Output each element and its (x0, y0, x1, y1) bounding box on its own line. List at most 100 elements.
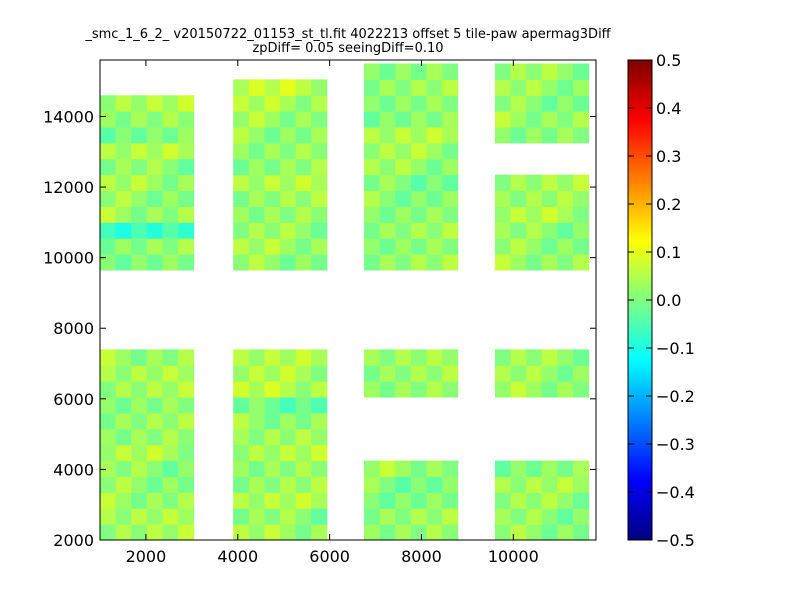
heatmap-cell (510, 492, 527, 509)
heatmap-cell (379, 254, 396, 271)
heatmap-cell (162, 492, 179, 509)
heatmap-cell (178, 190, 195, 207)
heatmap-cell (395, 365, 412, 382)
heatmap-cell (280, 508, 297, 525)
heatmap-cell (233, 428, 250, 446)
heatmap-cell (442, 142, 459, 160)
heatmap-cell (162, 206, 179, 223)
heatmap-cell (162, 508, 179, 525)
heatmap-cell (100, 412, 117, 430)
heatmap-cell (510, 206, 527, 223)
heatmap-cell (541, 79, 558, 96)
heatmap-cell (146, 492, 163, 509)
heatmap-cell (100, 206, 117, 223)
heatmap-cell (311, 365, 328, 382)
heatmap-cell (248, 349, 265, 366)
heatmap-cell (494, 349, 512, 366)
heatmap-cell (410, 174, 428, 192)
chart-title-line2: zpDiff= 0.05 seeingDiff=0.10 (252, 41, 443, 56)
heatmap-cell (264, 95, 281, 112)
heatmap-cell (364, 381, 381, 398)
heatmap-cell (364, 142, 381, 160)
heatmap-cell (233, 492, 250, 509)
heatmap-cell (233, 174, 250, 192)
heatmap-cell (426, 365, 443, 382)
heatmap-cell (233, 365, 250, 382)
heatmap-cell (510, 63, 527, 80)
heatmap-cell (311, 190, 328, 207)
heatmap-cell (100, 397, 117, 414)
heatmap-cell (233, 206, 250, 223)
heatmap-cell (379, 508, 396, 525)
heatmap-cell (115, 365, 132, 382)
heatmap-cell (557, 127, 574, 144)
heatmap-cell (162, 95, 179, 112)
heatmap-cell (442, 349, 459, 366)
heatmap-cell (541, 524, 558, 541)
heatmap-cell (146, 127, 163, 144)
heatmap-cell (131, 412, 148, 430)
heatmap-cell (557, 381, 574, 398)
plot-frame (99, 59, 597, 541)
heatmap-cell (557, 254, 574, 271)
heatmap-cell (364, 349, 381, 366)
heatmap-cell (426, 476, 443, 493)
heatmap-cell (233, 79, 250, 96)
heatmap-cell (364, 95, 381, 112)
heatmap-cell (494, 174, 512, 192)
heatmap-cell (162, 444, 179, 462)
heatmap-cell (541, 174, 558, 192)
heatmap-cell (442, 254, 459, 271)
heatmap-cell (146, 238, 163, 255)
heatmap-cell (573, 63, 590, 80)
heatmap-cell (426, 142, 443, 160)
heatmap-cell (410, 127, 428, 144)
heatmap-cell (248, 111, 265, 128)
heatmap-cell (248, 524, 265, 541)
heatmap-cell (526, 476, 543, 493)
heatmap-cell (510, 254, 527, 271)
heatmap-cell (146, 349, 163, 366)
heatmap-cell (426, 254, 443, 271)
heatmap-cell (100, 381, 117, 398)
heatmap-cell (442, 79, 459, 96)
heatmap-cell (264, 476, 281, 493)
heatmap-cell (510, 508, 527, 525)
heatmap-cell (295, 460, 312, 477)
heatmap-cell (162, 365, 179, 382)
heatmap-cell (510, 127, 527, 144)
heatmap-cell (178, 492, 195, 509)
heatmap-cell (115, 508, 132, 525)
heatmap-cell (573, 238, 590, 255)
heatmap-cell (541, 460, 558, 477)
heatmap-cell (311, 508, 328, 525)
heatmap-cell (131, 428, 148, 446)
heatmap-cell (395, 508, 412, 525)
heatmap-cell (395, 254, 412, 271)
heatmap-cell (264, 127, 281, 144)
heatmap-cell (410, 492, 428, 509)
heatmap-cell (573, 254, 590, 271)
heatmap-cell (442, 365, 459, 382)
heatmap-cell (280, 428, 297, 446)
heatmap-cell (494, 508, 512, 525)
heatmap-cell (494, 238, 512, 255)
heatmap-cell (115, 444, 132, 462)
heatmap-cell (526, 524, 543, 541)
heatmap-cell (115, 476, 132, 493)
heatmap-cell (264, 142, 281, 160)
heatmap-cell (426, 111, 443, 128)
heatmap-cell (178, 428, 195, 446)
heatmap-cell (280, 492, 297, 509)
heatmap-cell (557, 79, 574, 96)
heatmap-cell (264, 524, 281, 541)
heatmap-cell (178, 412, 195, 430)
heatmap-cell (162, 476, 179, 493)
heatmap-cell (573, 79, 590, 96)
heatmap-cell (426, 63, 443, 80)
heatmap-cell (526, 174, 543, 192)
heatmap-cell (146, 508, 163, 525)
heatmap-cell (115, 174, 132, 192)
heatmap-cell (311, 492, 328, 509)
heatmap-cell (100, 111, 117, 128)
